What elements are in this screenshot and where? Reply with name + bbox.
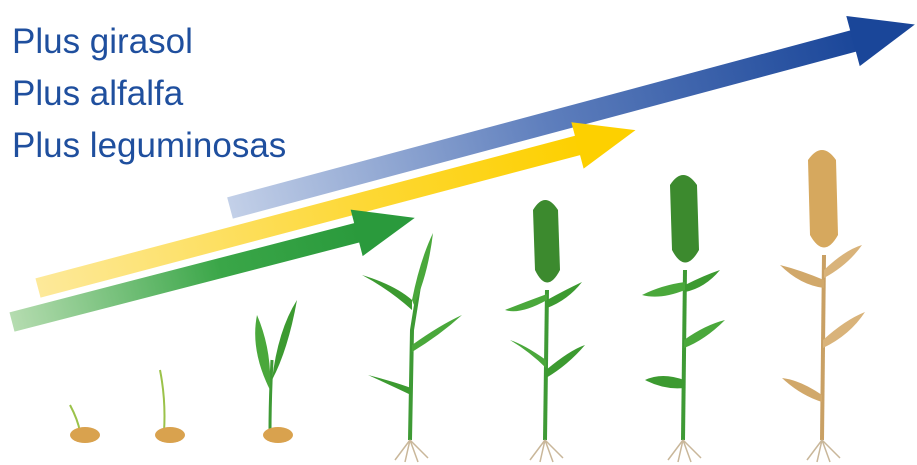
illustration: Plus girasol Plus alfalfa Plus leguminos…: [0, 0, 917, 465]
heading-plant: [642, 175, 725, 462]
seedling: [255, 300, 297, 443]
drawing: [0, 0, 917, 465]
seed-2: [155, 370, 185, 443]
young-plant: [362, 233, 462, 462]
label: Plus leguminosas: [12, 128, 286, 163]
label: Plus alfalfa: [12, 76, 183, 111]
flowering-plant: [505, 200, 585, 462]
mature-plant: [780, 150, 865, 462]
seed-1: [70, 405, 100, 443]
label: Plus girasol: [12, 24, 193, 59]
